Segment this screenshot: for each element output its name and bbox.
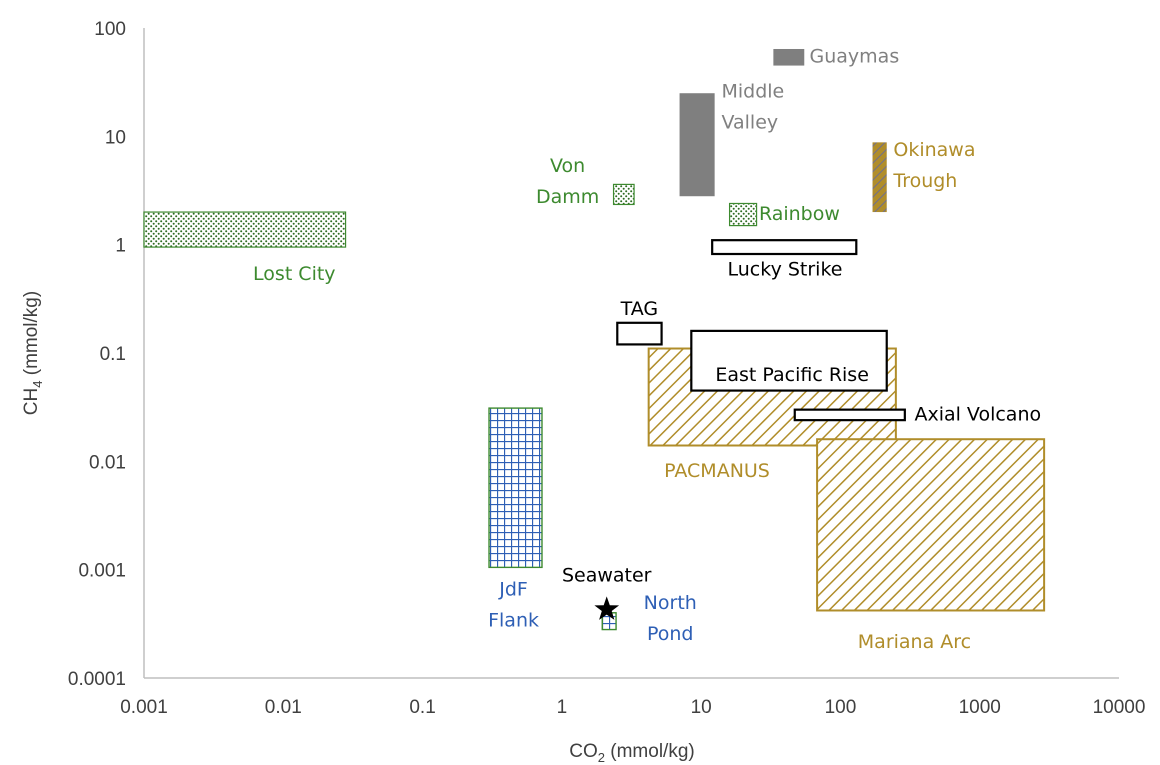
- label-north-pond: North Pond: [644, 592, 697, 645]
- label-von-damm: Von Damm: [536, 155, 599, 208]
- label-mariana-arc: Mariana Arc: [858, 631, 971, 653]
- region-box-lucky-strike: [711, 239, 858, 256]
- label-axial-volcano: Axial Volcano: [914, 404, 1041, 426]
- region-box-okinawa-trough: [872, 142, 887, 213]
- y-tick-label: 0.1: [100, 344, 126, 365]
- y-axis-title: CH4 (mmol/kg): [21, 291, 45, 415]
- y-tick-labels: 0.0001 0.001 0.01 0.1 1 10 100: [68, 19, 126, 690]
- x-tick-label: 0.01: [265, 697, 302, 718]
- x-tick-label: 10: [691, 697, 712, 718]
- label-jdf-flank: JdF Flank: [488, 579, 539, 632]
- x-tick-label: 1: [557, 697, 568, 718]
- point-markers: [594, 596, 620, 620]
- x-axis-title: CO2 (mmol/kg): [569, 741, 694, 765]
- region-box-guaymas: [773, 48, 805, 66]
- region-boxes: [143, 48, 1046, 631]
- label-okinawa-trough: Okinawa Trough: [892, 139, 975, 192]
- region-box-mariana-arc: [816, 438, 1046, 612]
- y-tick-label: 1: [115, 236, 126, 257]
- label-lost-city: Lost City: [253, 263, 336, 285]
- x-tick-label: 0.1: [409, 697, 435, 718]
- region-box-rainbow: [728, 202, 758, 227]
- y-tick-label: 10: [105, 127, 126, 148]
- x-tick-label: 100: [825, 697, 857, 718]
- label-seawater: Seawater: [562, 565, 652, 587]
- region-box-east-pacific-rise: [690, 329, 888, 392]
- region-box-lost-city: [143, 211, 347, 248]
- y-tick-label: 100: [94, 19, 126, 40]
- y-tick-label: 0.0001: [68, 669, 126, 690]
- region-labels: Lost City Von Damm Rainbow Guaymas Middle Vall…: [253, 45, 1041, 653]
- star-marker-seawater: [594, 596, 620, 620]
- label-tag: TAG: [620, 298, 659, 320]
- x-tick-label: 0.001: [120, 697, 168, 718]
- label-middle-valley: Middle Valley: [721, 81, 784, 134]
- region-box-middle-valley: [679, 93, 715, 197]
- region-box-axial-volcano: [793, 408, 906, 422]
- x-tick-labels: 0.001 0.01 0.1 1 10 100 1000 10000: [120, 697, 1145, 718]
- y-tick-label: 0.001: [78, 561, 126, 582]
- y-tick-label: 0.01: [89, 452, 126, 473]
- region-box-von-damm: [612, 183, 635, 206]
- region-box-jdf-flank: [488, 407, 543, 569]
- region-box-tag: [616, 321, 663, 346]
- label-east-pacific-rise: East Pacific Rise: [715, 364, 869, 386]
- label-lucky-strike: Lucky Strike: [728, 259, 843, 281]
- x-tick-label: 10000: [1093, 697, 1146, 718]
- axes: [143, 28, 1119, 679]
- label-guaymas: Guaymas: [810, 45, 900, 67]
- label-pacmanus: PACMANUS: [664, 460, 770, 482]
- label-rainbow: Rainbow: [759, 203, 840, 225]
- x-tick-label: 1000: [959, 697, 1001, 718]
